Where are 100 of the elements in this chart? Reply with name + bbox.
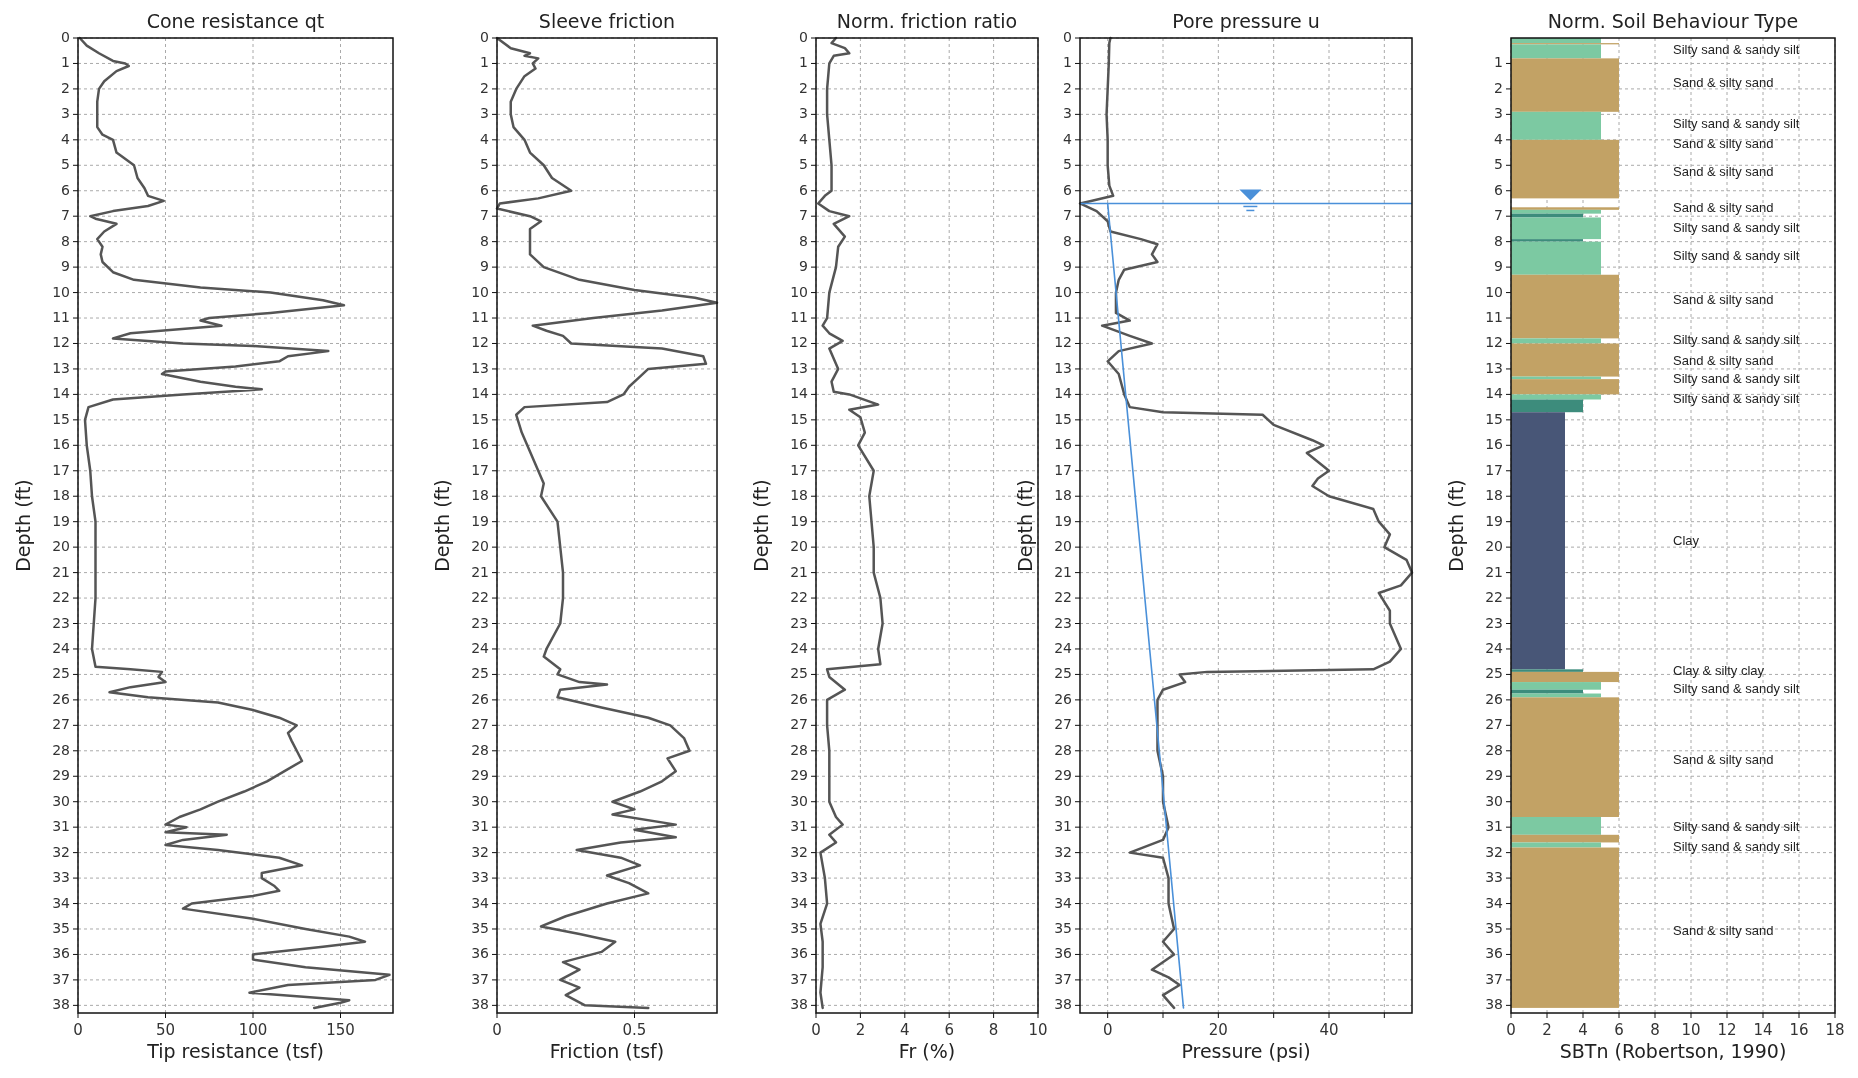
y-tick-label: 32 [1485,843,1503,860]
x-axis-title: Pressure (psi) [1181,1040,1311,1062]
y-tick-label: 2 [480,79,489,96]
y-tick-label: 14 [471,385,490,402]
x-tick-label: 14 [1753,1021,1773,1039]
annotation: Silty sand & sandy silt [1673,248,1800,264]
y-tick-label: 13 [1485,359,1503,376]
annotation: Sand & silty sand [1673,200,1774,215]
y-tick-label: 23 [1054,614,1072,631]
x-tick-label: 0 [1102,1021,1113,1039]
x-tick-label: 20 [1208,1021,1228,1039]
y-tick-label: 10 [1485,283,1503,300]
chart-title: Sleeve friction [538,10,676,32]
y-tick-label: 8 [1494,232,1503,249]
y-tick-label: 6 [1063,181,1073,198]
y-tick-label: 4 [61,130,71,147]
y-tick-label: 12 [471,334,489,351]
y-tick-label: 37 [1054,970,1072,987]
y-tick-label: 3 [61,105,70,122]
y-tick-label: 8 [61,232,70,249]
chart-title: Cone resistance qt [146,10,325,32]
annotation: Clay & silty clay [1673,663,1765,679]
annotation: Sand & silty sand [1673,136,1774,152]
y-tick-label: 10 [471,283,489,300]
y-tick-label: 31 [52,818,70,835]
y-tick-label: 0 [799,29,808,45]
y-axis-title: Depth (ft) [1014,479,1036,572]
y-tick-label: 35 [52,919,70,936]
x-tick-label: 150 [326,1021,355,1039]
y-tick-label: 36 [471,945,490,962]
y-tick-label: 8 [1063,232,1072,249]
y-tick-label: 27 [790,716,808,733]
y-tick-label: 1 [799,54,808,71]
annotation: Silty sand & sandy silt [1673,818,1800,834]
y-tick-label: 4 [480,130,490,147]
y-tick-label: 9 [1063,258,1072,275]
x-tick-label: 50 [155,1021,176,1039]
y-tick-label: 18 [471,487,489,504]
y-tick-label: 29 [790,767,808,784]
y-tick-label: 1 [1063,54,1072,71]
y-tick-label: 13 [52,359,70,376]
y-tick-label: 21 [471,563,489,580]
y-tick-label: 38 [1054,996,1072,1013]
y-tick-label: 12 [1485,334,1503,351]
y-tick-label: 1 [1494,54,1503,71]
x-axis-title: SBTn (Robertson, 1990) [1559,1040,1787,1062]
y-tick-label: 11 [471,309,489,326]
y-tick-label: 38 [1485,996,1503,1013]
y-tick-label: 12 [790,334,808,351]
y-tick-label: 29 [1485,767,1503,784]
x-tick-label: 4 [1578,1021,1588,1039]
annotation: Silty sand & sandy silt [1673,220,1800,236]
annotation: Silty sand & sandy silt [1673,681,1800,697]
y-tick-label: 12 [52,334,70,351]
y-tick-label: 23 [471,614,489,631]
y-tick-label: 4 [799,130,809,147]
y-tick-label: 34 [790,894,809,911]
y-tick-label: 33 [1054,869,1072,886]
y-axis-title: Depth (ft) [1445,479,1467,572]
annotation: Clay [1673,533,1700,549]
y-tick-label: 27 [1485,716,1503,733]
y-tick-label: 15 [52,410,70,427]
y-tick-label: 33 [790,869,808,886]
y-tick-label: 38 [790,996,808,1013]
y-tick-label: 32 [52,843,70,860]
y-tick-label: 31 [471,818,489,835]
y-tick-label: 6 [1494,181,1504,198]
y-tick-label: 10 [790,283,808,300]
x-tick-label: 8 [988,1021,999,1039]
y-tick-label: 32 [790,843,808,860]
y-tick-label: 9 [799,258,808,275]
chart-title: Norm. Soil Behaviour Type [1547,10,1799,32]
y-tick-label: 38 [52,996,70,1013]
y-tick-label: 15 [471,410,489,427]
y-tick-label: 25 [52,665,70,682]
y-tick-label: 27 [471,716,489,733]
x-tick-label: 4 [900,1021,910,1039]
y-tick-label: 23 [52,614,70,631]
y-tick-label: 30 [52,792,70,809]
y-tick-label: 22 [1054,589,1072,606]
x-tick-label: 40 [1319,1021,1339,1039]
y-tick-label: 20 [471,538,489,555]
x-tick-label: 0 [1506,1021,1516,1039]
y-axis-title: Depth (ft) [12,479,34,572]
y-tick-label: 24 [790,639,809,656]
x-tick-label: 6 [1614,1021,1624,1039]
annotation: Silty sand & sandy silt [1673,115,1800,131]
annotation: Sand & silty sand [1673,291,1774,307]
x-tick-label: 0.5 [622,1021,647,1039]
y-tick-label: 27 [1054,716,1072,733]
y-tick-label: 6 [61,181,71,198]
y-tick-label: 5 [799,156,808,173]
y-tick-label: 14 [790,385,809,402]
y-tick-label: 11 [790,309,808,326]
x-tick-label: 6 [944,1021,954,1039]
y-tick-label: 26 [1485,690,1504,707]
y-tick-label: 11 [52,309,70,326]
x-tick-label: 12 [1717,1021,1737,1039]
y-tick-label: 31 [1054,818,1072,835]
y-tick-label: 36 [1485,945,1504,962]
